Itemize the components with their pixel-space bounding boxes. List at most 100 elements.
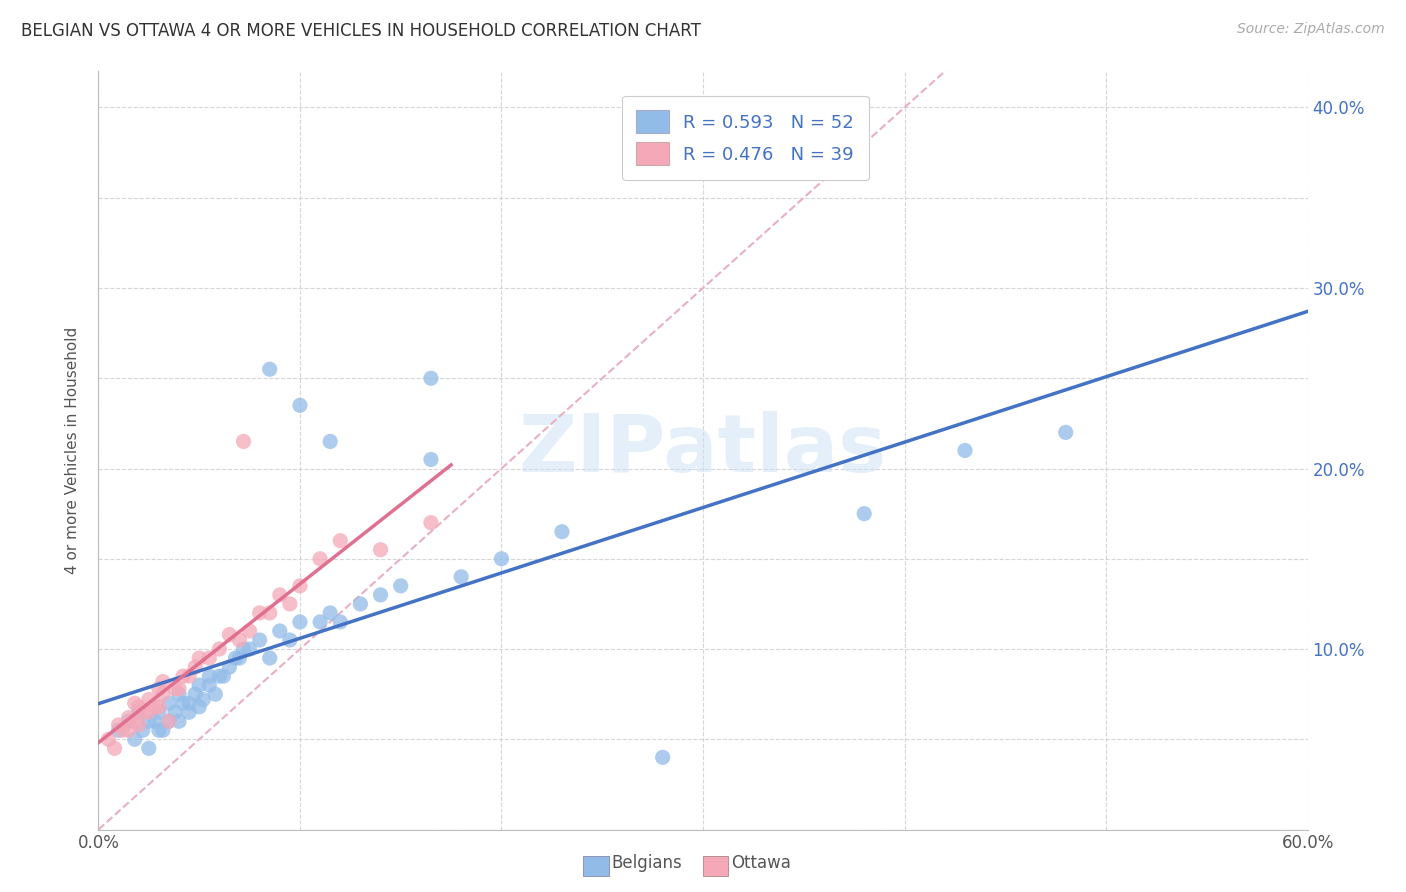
Y-axis label: 4 or more Vehicles in Household: 4 or more Vehicles in Household (65, 326, 80, 574)
Point (218, 660, 240, 674)
Point (204, 687, 226, 701)
Point (389, 579, 412, 593)
Point (179, 705, 201, 719)
Point (259, 362, 281, 376)
Point (152, 687, 174, 701)
Point (172, 669, 194, 683)
Bar (583, 856, 609, 876)
Point (853, 507, 876, 521)
Point (111, 723, 134, 738)
Point (152, 723, 174, 738)
Bar (703, 856, 728, 876)
Point (953, 443, 976, 458)
Point (128, 705, 150, 719)
Point (491, 551, 513, 566)
Point (124, 714, 146, 729)
Point (188, 651, 211, 665)
Point (239, 642, 262, 657)
Point (278, 633, 301, 648)
Point (128, 699, 150, 714)
Point (167, 681, 190, 696)
Point (319, 434, 342, 449)
Point (551, 524, 574, 539)
Point (309, 615, 332, 629)
Legend: R = 0.593   N = 52, R = 0.476   N = 39: R = 0.593 N = 52, R = 0.476 N = 39 (621, 95, 869, 180)
Point (124, 696, 146, 710)
Point (420, 371, 443, 385)
Point (172, 696, 194, 710)
Point (107, 723, 129, 738)
Point (167, 687, 190, 701)
Point (188, 699, 211, 714)
Point (249, 606, 271, 620)
Text: Source: ZipAtlas.com: Source: ZipAtlas.com (1237, 22, 1385, 37)
Point (118, 723, 141, 738)
Point (148, 723, 170, 738)
Text: Ottawa: Ottawa (731, 855, 792, 872)
Point (148, 699, 170, 714)
Point (232, 434, 254, 449)
Point (329, 533, 352, 548)
Point (179, 669, 201, 683)
Point (1054, 425, 1077, 440)
Point (259, 651, 281, 665)
Point (249, 633, 271, 648)
Point (370, 542, 392, 557)
Point (370, 588, 392, 602)
Point (118, 711, 141, 725)
Point (148, 705, 170, 719)
Point (152, 674, 174, 689)
Point (179, 696, 201, 710)
Text: BELGIAN VS OTTAWA 4 OR MORE VEHICLES IN HOUSEHOLD CORRELATION CHART: BELGIAN VS OTTAWA 4 OR MORE VEHICLES IN … (21, 22, 702, 40)
Point (157, 714, 180, 729)
Point (208, 642, 231, 657)
Point (138, 705, 160, 719)
Point (269, 588, 291, 602)
Point (349, 597, 371, 611)
Point (198, 651, 221, 665)
Point (188, 678, 211, 692)
Point (239, 624, 262, 638)
Point (651, 750, 673, 764)
Point (288, 615, 311, 629)
Point (450, 570, 472, 584)
Point (132, 705, 155, 719)
Point (128, 718, 150, 732)
Point (224, 651, 246, 665)
Point (148, 681, 170, 696)
Point (269, 624, 291, 638)
Text: ZIPatlas: ZIPatlas (519, 411, 887, 490)
Point (218, 627, 240, 641)
Point (107, 718, 129, 732)
Point (132, 723, 155, 738)
Point (319, 606, 342, 620)
Point (143, 714, 166, 729)
Point (228, 651, 250, 665)
Point (232, 642, 254, 657)
Point (228, 633, 250, 648)
Point (184, 660, 207, 674)
Point (288, 579, 311, 593)
Point (309, 551, 332, 566)
Point (157, 714, 180, 729)
Point (420, 516, 443, 530)
Point (198, 678, 221, 692)
Point (167, 714, 190, 729)
Point (103, 741, 125, 756)
Point (212, 669, 235, 683)
Point (184, 687, 207, 701)
Text: Belgians: Belgians (612, 855, 682, 872)
Point (118, 714, 141, 729)
Point (143, 699, 166, 714)
Point (97, 732, 120, 747)
Point (124, 732, 146, 747)
Point (138, 714, 160, 729)
Point (193, 692, 215, 706)
Point (163, 705, 186, 719)
Point (329, 615, 352, 629)
Point (138, 741, 160, 756)
Point (288, 398, 311, 412)
Point (163, 681, 186, 696)
Point (259, 606, 281, 620)
Point (157, 696, 180, 710)
